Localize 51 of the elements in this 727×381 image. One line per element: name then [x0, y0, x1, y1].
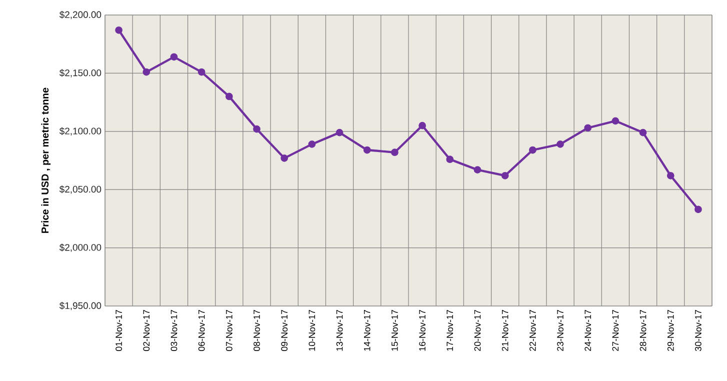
- y-tick-label: $2,100.00: [59, 127, 102, 136]
- point: [280, 154, 288, 162]
- x-tick-label: 22-Nov-17: [529, 310, 536, 351]
- y-axis-title: Price in USD , per metric tonne: [41, 88, 51, 233]
- x-tick-label: 07-Nov-17: [226, 310, 232, 352]
- point: [501, 172, 509, 180]
- point: [391, 148, 398, 156]
- x-tick-label: 20-Nov-17: [474, 310, 481, 351]
- point: [418, 122, 426, 130]
- y-tick-label: $1,950.00: [59, 302, 102, 310]
- x-tick-label: 02-Nov-17: [143, 310, 150, 352]
- x-tick-label: 06-Nov-17: [198, 310, 205, 352]
- y-tick-label: $2,050.00: [59, 185, 102, 194]
- y-tick-label: $2,150.00: [59, 69, 102, 78]
- x-tick-label: 08-Nov-17: [254, 310, 260, 352]
- x-tick-label: 13-Nov-17: [336, 310, 343, 351]
- point: [666, 172, 674, 180]
- point: [253, 125, 260, 133]
- point: [308, 140, 316, 148]
- point: [694, 206, 702, 214]
- point: [474, 166, 482, 174]
- point: [612, 117, 620, 125]
- point: [198, 68, 206, 76]
- x-tick-label: 10-Nov-17: [308, 310, 316, 351]
- y-tick-label: $2,000.00: [59, 244, 102, 252]
- x-tick-label: 09-Nov-17: [281, 310, 288, 352]
- y-tick-label: $2,200.00: [59, 10, 102, 20]
- x-tick-label: 30-Nov-17: [695, 310, 702, 352]
- point: [225, 92, 233, 100]
- point: [584, 124, 592, 132]
- x-tick-label: 15-Nov-17: [392, 310, 398, 351]
- x-tick-label: 03-Nov-17: [170, 310, 178, 352]
- point: [142, 68, 150, 76]
- x-tick-label: 28-Nov-17: [640, 310, 646, 351]
- point: [528, 146, 536, 154]
- point: [170, 53, 178, 61]
- x-tick-label: 23-Nov-17: [557, 310, 564, 351]
- point: [363, 146, 371, 154]
- x-tick-label: 27-Nov-17: [612, 310, 619, 351]
- x-tick-label: 21-Nov-17: [502, 310, 508, 351]
- point: [446, 156, 454, 164]
- point: [115, 26, 122, 34]
- x-tick-label: 29-Nov-17: [667, 310, 674, 351]
- x-tick-label: 14-Nov-17: [364, 310, 370, 351]
- x-tick-label: 01-Nov-17: [116, 310, 122, 352]
- x-tick-label: 17-Nov-17: [446, 310, 454, 351]
- point: [556, 140, 564, 148]
- x-tick-label: 24-Nov-17: [584, 310, 592, 351]
- x-tick-label: 16-Nov-17: [419, 310, 426, 351]
- point: [639, 128, 647, 136]
- point: [336, 128, 344, 136]
